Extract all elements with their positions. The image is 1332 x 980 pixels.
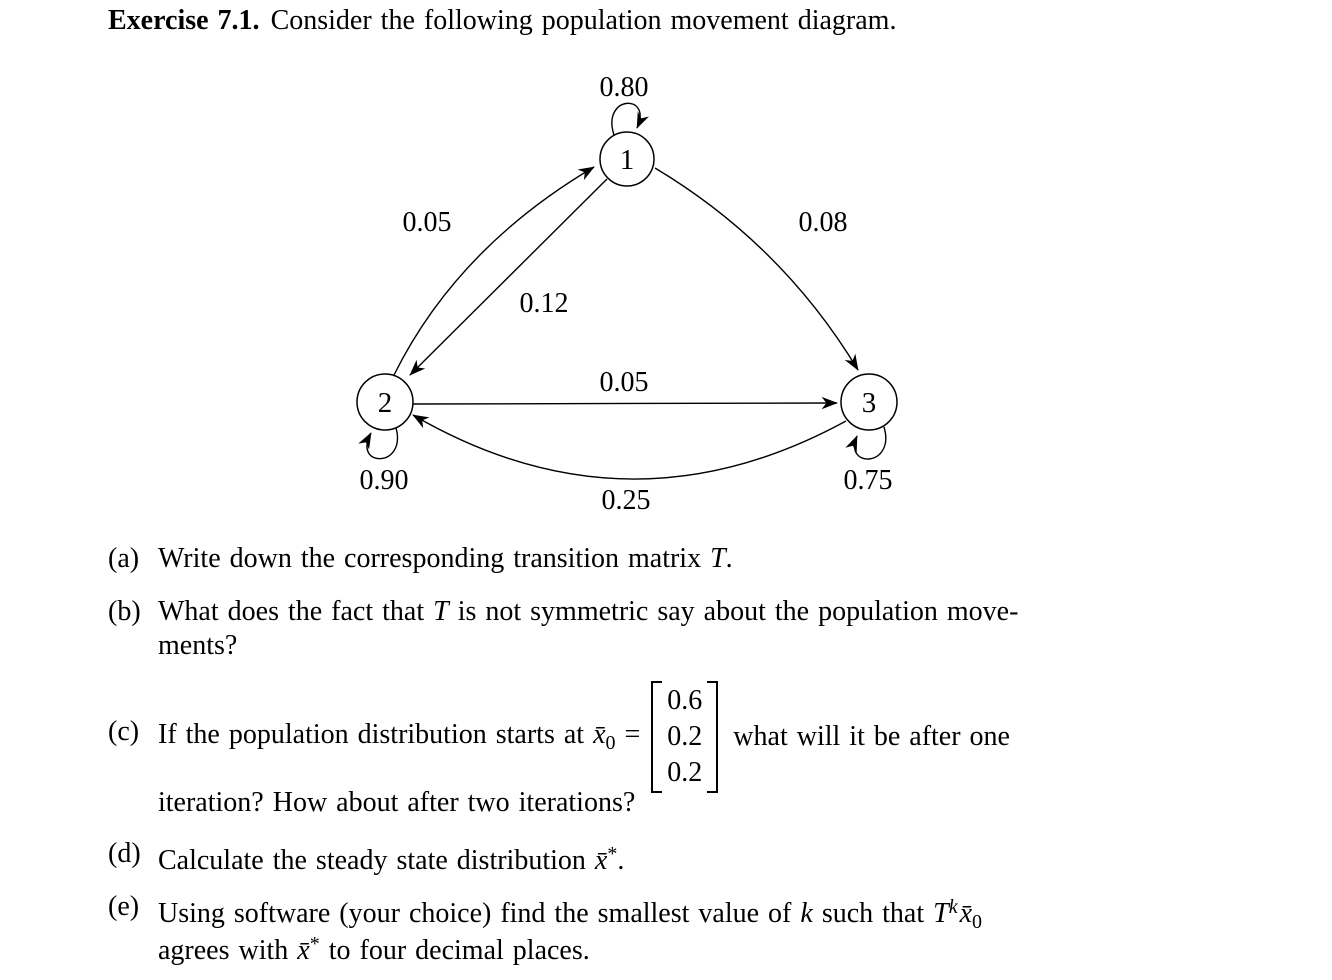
vector-entry-2: 0.2 (667, 721, 703, 752)
item-e-marker: (e) (108, 891, 140, 922)
initial-distribution-vector: 0.6 0.2 0.2 (651, 681, 719, 793)
edge-label-3-to-2: 0.25 (602, 485, 651, 516)
vector-left-bracket (651, 681, 663, 793)
edge-label-self-3: 0.75 (844, 465, 893, 496)
node-1-label: 1 (620, 144, 635, 176)
math-xbar-0: x̄ (593, 719, 606, 750)
item-c-text-post: what will it be after one (733, 721, 1010, 752)
item-c-marker: (c) (108, 716, 140, 747)
math-xbar-star: x̄ (297, 935, 310, 966)
item-c-text-line2: iteration? How about after two iteration… (158, 787, 636, 818)
math-T-k-xbar0: T (933, 898, 949, 929)
item-e-text-line2: agrees with x̄* to four decimal places. (158, 933, 590, 966)
edge-1-to-2 (409, 178, 608, 376)
edge-self-loop-node-3 (845, 426, 887, 460)
node-3-label: 3 (862, 387, 877, 419)
vector-entry-1: 0.6 (667, 685, 703, 716)
item-d-text: Calculate the steady state distribution … (158, 843, 625, 876)
math-xbar-star: x̄ (594, 845, 608, 876)
item-c-text-pre: If the population distribution starts at… (158, 719, 641, 754)
node-3-circle (840, 373, 898, 431)
edge-self-loop-node-2 (358, 427, 399, 460)
item-b-text-line1: What does the fact that T is not symmetr… (158, 596, 1019, 627)
edge-label-2-to-1: 0.05 (403, 207, 452, 238)
equals-sign: = (624, 719, 641, 750)
vector-entry-3: 0.2 (667, 757, 703, 788)
edge-label-2-to-3: 0.05 (600, 367, 649, 398)
node-1-circle (599, 131, 655, 187)
item-e-text-line1: Using software (your choice) find the sm… (158, 896, 983, 933)
edge-2-to-3 (412, 396, 838, 410)
edge-1-to-3 (654, 167, 859, 371)
edge-self-loop-node-1 (611, 102, 649, 136)
exercise-number: Exercise 7.1. (108, 5, 260, 36)
item-d-marker: (d) (108, 838, 141, 869)
edge-label-1-to-3: 0.08 (799, 207, 848, 238)
node-2-label: 2 (378, 387, 393, 419)
math-k: k (800, 898, 813, 929)
vector-right-bracket (707, 681, 719, 793)
edge-label-1-to-2: 0.12 (520, 288, 569, 319)
item-b-marker: (b) (108, 596, 141, 627)
exercise-title: Exercise 7.1. Consider the following popu… (108, 4, 896, 38)
edge-2-to-1 (393, 166, 595, 376)
math-T: T (433, 596, 449, 627)
edge-label-self-2: 0.90 (360, 465, 409, 496)
item-b-text-line2: ments? (158, 630, 238, 661)
item-a-marker: (a) (108, 543, 140, 574)
edge-label-self-1: 0.80 (600, 72, 649, 103)
edge-3-to-2 (412, 414, 847, 480)
item-c-text-line1: If the population distribution starts at… (158, 681, 1010, 793)
exercise-title-text: Consider the following population moveme… (270, 5, 897, 36)
item-a-text: Write down the corresponding transition … (158, 543, 733, 574)
math-T: T (710, 543, 726, 574)
node-2-circle (356, 373, 414, 431)
